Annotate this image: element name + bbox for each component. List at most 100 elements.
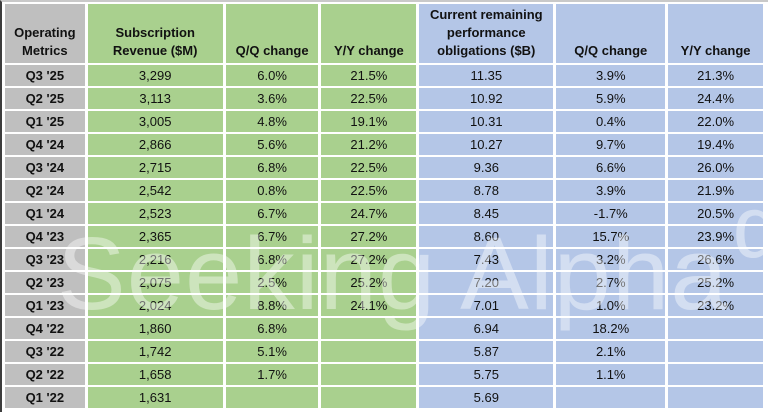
cell-crpo-yy-change <box>668 364 763 385</box>
cell-crpo: 8.60 <box>419 226 554 247</box>
cell-crpo: 11.35 <box>419 65 554 86</box>
cell-subscription-yy-change: 24.1% <box>321 295 417 316</box>
table-row: Q2 '25 3,113 3.6% 22.5% 10.92 5.9% 24.4% <box>5 88 763 109</box>
col-header-subscription-qq-change: Q/Q change <box>225 4 319 63</box>
col-header-subscription-yy-change: Y/Y change <box>321 4 417 63</box>
col-header-subscription-revenue: Subscription Revenue ($M) <box>87 4 223 63</box>
cell-crpo-qq-change: 18.2% <box>556 318 666 339</box>
cell-crpo-yy-change: 23.2% <box>668 295 763 316</box>
cell-crpo: 10.31 <box>419 111 554 132</box>
cell-subscription-revenue: 2,024 <box>87 295 223 316</box>
cell-crpo: 9.36 <box>419 157 554 178</box>
cell-crpo: 5.75 <box>419 364 554 385</box>
cell-crpo-qq-change: 1.0% <box>556 295 666 316</box>
row-label: Q3 '23 <box>5 249 85 270</box>
cell-subscription-yy-change: 22.5% <box>321 157 417 178</box>
cell-crpo: 8.78 <box>419 180 554 201</box>
table-row: Q3 '22 1,742 5.1% 5.87 2.1% <box>5 341 763 362</box>
cell-subscription-revenue: 3,005 <box>87 111 223 132</box>
cell-subscription-revenue: 2,075 <box>87 272 223 293</box>
row-label: Q3 '22 <box>5 341 85 362</box>
cell-crpo-yy-change: 26.0% <box>668 157 763 178</box>
cell-subscription-qq-change: 6.0% <box>225 65 319 86</box>
cell-subscription-revenue: 1,860 <box>87 318 223 339</box>
table-row: Q1 '25 3,005 4.8% 19.1% 10.31 0.4% 22.0% <box>5 111 763 132</box>
header-row: Operating Metrics Subscription Revenue ($M)… <box>5 4 763 63</box>
cell-subscription-qq-change: 5.1% <box>225 341 319 362</box>
cell-subscription-yy-change: 22.5% <box>321 88 417 109</box>
cell-subscription-yy-change: 21.2% <box>321 134 417 155</box>
row-label: Q1 '24 <box>5 203 85 224</box>
cell-crpo-qq-change: 3.9% <box>556 180 666 201</box>
cell-crpo-qq-change: 6.6% <box>556 157 666 178</box>
cell-subscription-yy-change <box>321 364 417 385</box>
row-label: Q3 '24 <box>5 157 85 178</box>
cell-subscription-revenue: 1,631 <box>87 387 223 408</box>
cell-crpo: 10.92 <box>419 88 554 109</box>
row-label: Q1 '22 <box>5 387 85 408</box>
cell-subscription-yy-change <box>321 341 417 362</box>
cell-subscription-revenue: 3,299 <box>87 65 223 86</box>
cell-subscription-yy-change: 25.2% <box>321 272 417 293</box>
cell-subscription-qq-change: 2.5% <box>225 272 319 293</box>
row-label: Q1 '23 <box>5 295 85 316</box>
cell-subscription-qq-change: 0.8% <box>225 180 319 201</box>
table-row: Q3 '23 2,216 6.8% 27.2% 7.43 3.2% 26.6% <box>5 249 763 270</box>
table-row: Q1 '22 1,631 5.69 <box>5 387 763 408</box>
table-row: Q2 '23 2,075 2.5% 25.2% 7.20 2.7% 25.2% <box>5 272 763 293</box>
col-header-crpo-yy-change: Y/Y change <box>668 4 763 63</box>
cell-crpo-qq-change: 2.1% <box>556 341 666 362</box>
cell-subscription-qq-change: 6.8% <box>225 249 319 270</box>
row-label: Q4 '22 <box>5 318 85 339</box>
cell-subscription-qq-change: 4.8% <box>225 111 319 132</box>
cell-crpo-yy-change: 22.0% <box>668 111 763 132</box>
cell-subscription-yy-change: 19.1% <box>321 111 417 132</box>
cell-crpo: 7.01 <box>419 295 554 316</box>
cell-subscription-qq-change: 5.6% <box>225 134 319 155</box>
cell-crpo-qq-change: 3.2% <box>556 249 666 270</box>
cell-crpo-qq-change: 1.1% <box>556 364 666 385</box>
cell-subscription-revenue: 2,365 <box>87 226 223 247</box>
cell-subscription-yy-change: 21.5% <box>321 65 417 86</box>
table-row: Q4 '22 1,860 6.8% 6.94 18.2% <box>5 318 763 339</box>
cell-subscription-yy-change: 27.2% <box>321 249 417 270</box>
cell-subscription-yy-change <box>321 318 417 339</box>
cell-subscription-yy-change: 22.5% <box>321 180 417 201</box>
cell-crpo-qq-change: 3.9% <box>556 65 666 86</box>
cell-crpo-yy-change: 21.9% <box>668 180 763 201</box>
row-label: Q4 '24 <box>5 134 85 155</box>
cell-crpo-yy-change <box>668 341 763 362</box>
cell-crpo-yy-change: 21.3% <box>668 65 763 86</box>
table-row: Q1 '23 2,024 8.8% 24.1% 7.01 1.0% 23.2% <box>5 295 763 316</box>
cell-crpo-yy-change: 23.9% <box>668 226 763 247</box>
cell-crpo-qq-change: 15.7% <box>556 226 666 247</box>
cell-crpo-qq-change <box>556 387 666 408</box>
cell-crpo-yy-change <box>668 318 763 339</box>
col-header-crpo-qq-change: Q/Q change <box>556 4 666 63</box>
cell-crpo: 5.87 <box>419 341 554 362</box>
cell-subscription-yy-change: 27.2% <box>321 226 417 247</box>
cell-subscription-revenue: 3,113 <box>87 88 223 109</box>
cell-crpo-yy-change <box>668 387 763 408</box>
cell-subscription-qq-change: 6.7% <box>225 226 319 247</box>
cell-subscription-qq-change: 8.8% <box>225 295 319 316</box>
cell-crpo: 6.94 <box>419 318 554 339</box>
col-header-crpo: Current remaining performance obligations … <box>419 4 554 63</box>
table-row: Q3 '24 2,715 6.8% 22.5% 9.36 6.6% 26.0% <box>5 157 763 178</box>
table-row: Q2 '22 1,658 1.7% 5.75 1.1% <box>5 364 763 385</box>
row-label: Q1 '25 <box>5 111 85 132</box>
cell-subscription-revenue: 2,866 <box>87 134 223 155</box>
cell-crpo-qq-change: 9.7% <box>556 134 666 155</box>
row-label: Q2 '24 <box>5 180 85 201</box>
cell-subscription-qq-change: 1.7% <box>225 364 319 385</box>
row-label: Q2 '25 <box>5 88 85 109</box>
cell-subscription-yy-change <box>321 387 417 408</box>
cell-crpo: 5.69 <box>419 387 554 408</box>
table-row: Q4 '23 2,365 6.7% 27.2% 8.60 15.7% 23.9% <box>5 226 763 247</box>
cell-subscription-revenue: 2,715 <box>87 157 223 178</box>
cell-crpo: 10.27 <box>419 134 554 155</box>
cell-subscription-revenue: 1,742 <box>87 341 223 362</box>
cell-subscription-revenue: 2,542 <box>87 180 223 201</box>
